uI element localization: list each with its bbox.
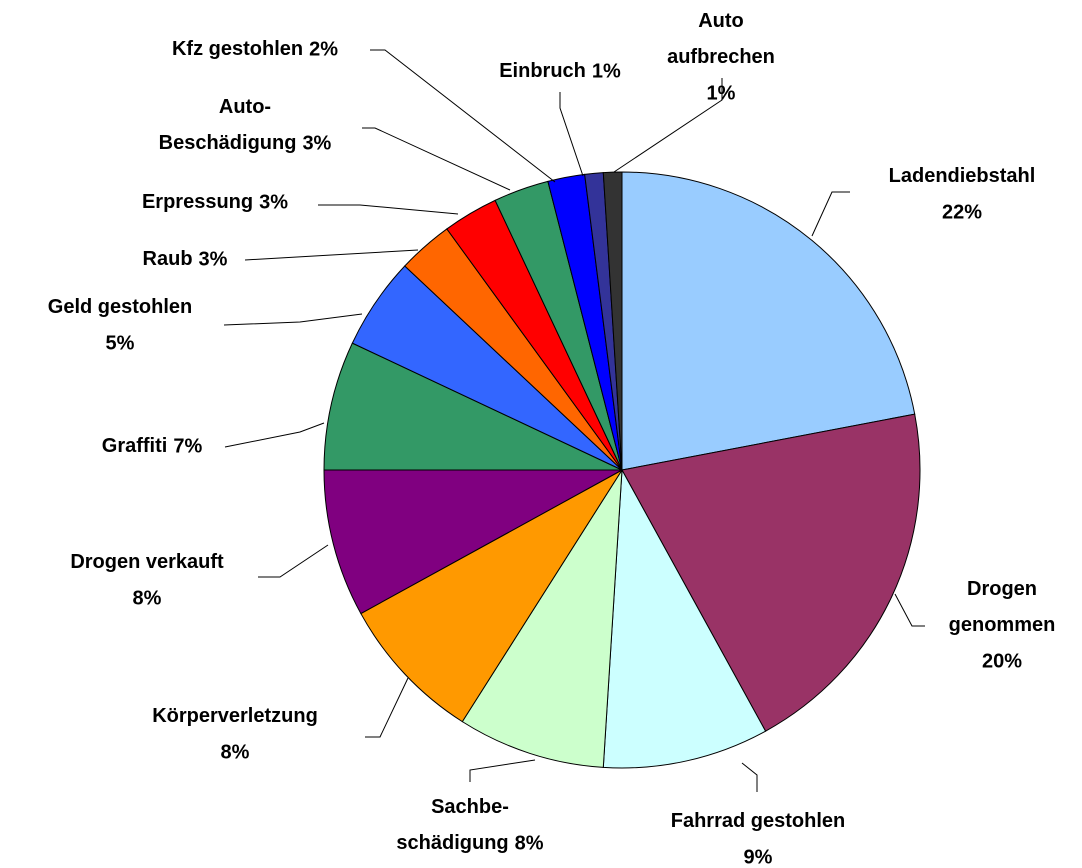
value-label: 1% [592, 60, 621, 82]
value-label: 3% [199, 248, 228, 270]
value-label: 7% [173, 435, 202, 457]
slice-label: Kfz gestohlen [172, 38, 303, 60]
slice-label: Fahrrad gestohlen [671, 810, 845, 832]
leader-line [370, 49, 556, 183]
value-label: 8% [133, 587, 162, 609]
label-line: Geld gestohlen [48, 296, 192, 318]
slice-label: Erpressung [142, 191, 253, 213]
label-line: Fahrrad gestohlen [671, 810, 845, 832]
slice-label: Raub [143, 248, 193, 270]
label-line: Sachbe- [431, 796, 509, 818]
label-line: Erpressung [142, 191, 253, 213]
leader-line [244, 249, 419, 261]
label-line: Beschädigung [159, 132, 297, 154]
label-line: Körperverletzung [152, 705, 318, 727]
value-label: 3% [259, 191, 288, 213]
pie-slice [621, 413, 921, 732]
value-label: 8% [221, 741, 250, 763]
pie-slice [323, 342, 623, 471]
label-line: Kfz gestohlen [172, 38, 303, 60]
slice-label: Drogen genommen [949, 578, 1056, 636]
pie-slice [323, 469, 623, 615]
slice-label: Graffiti [102, 435, 168, 457]
slice-label: Drogen verkauft [70, 551, 224, 573]
slice-label: Körperverletzung [152, 705, 318, 727]
slice-label: Einbruch [499, 60, 586, 82]
pie-slice [461, 469, 623, 768]
leader-line [258, 544, 329, 578]
label-line: Drogen verkauft [70, 551, 224, 573]
label-line: Graffiti [102, 435, 168, 457]
leader-line [559, 92, 584, 177]
pie-slice [360, 469, 623, 723]
value-label: 1% [707, 82, 736, 104]
slice-label: Sachbe-schädigung [396, 796, 508, 854]
label-line: Einbruch [499, 60, 586, 82]
pie-slice [621, 171, 916, 471]
value-label: 9% [744, 846, 773, 868]
leader-line [741, 762, 758, 792]
leader-line [224, 422, 325, 448]
label-line: Raub [143, 248, 193, 270]
slice-label: Geld gestohlen [48, 296, 192, 318]
value-label: 8% [515, 832, 544, 854]
label-line: Auto- [219, 96, 271, 118]
leader-line [223, 313, 363, 326]
label-line: aufbrechen [667, 46, 775, 68]
value-label: 3% [302, 132, 331, 154]
label-line: Drogen [967, 578, 1037, 600]
leader-line [318, 204, 459, 215]
slice-label: Ladendiebstahl [889, 165, 1036, 187]
pie-slice [602, 468, 767, 769]
leader-line [365, 677, 409, 738]
value-label: 2% [309, 38, 338, 60]
leader-line [811, 191, 850, 237]
slice-label: Auto- Beschädigung [159, 96, 297, 154]
value-label: 22% [942, 201, 982, 223]
leader-line [469, 759, 536, 782]
value-label: 20% [982, 650, 1022, 672]
leader-line [894, 593, 925, 627]
label-line: genommen [949, 614, 1056, 636]
label-line: schädigung [396, 832, 508, 854]
label-line: Ladendiebstahl [889, 165, 1036, 187]
label-line: Auto [698, 10, 744, 32]
pie-slice [602, 171, 623, 471]
slice-label: Auto aufbrechen [667, 10, 775, 68]
leader-line [613, 78, 723, 173]
leader-line [362, 127, 511, 191]
value-label: 5% [106, 332, 135, 354]
